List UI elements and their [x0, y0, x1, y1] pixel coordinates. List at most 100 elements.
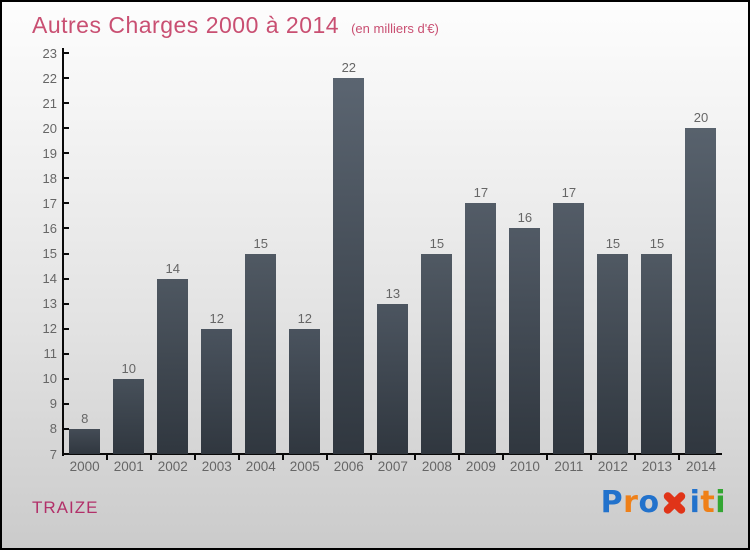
bar — [333, 78, 365, 454]
y-tick — [63, 277, 69, 280]
y-tick — [63, 327, 69, 330]
x-tick — [281, 454, 284, 460]
bar — [157, 278, 189, 454]
y-tick — [63, 52, 69, 54]
x-tick-label: 2011 — [554, 459, 584, 474]
bar — [553, 203, 585, 454]
bar — [201, 328, 233, 454]
x-tick — [457, 454, 460, 460]
y-tick-label: 22 — [42, 70, 57, 86]
y-tick — [63, 102, 69, 105]
y-tick — [63, 252, 69, 255]
y-tick-label: 21 — [42, 95, 57, 111]
logo-letter: P — [600, 485, 624, 520]
bar — [69, 428, 101, 454]
bar-value-label: 17 — [473, 185, 489, 201]
x-tick — [545, 454, 548, 460]
y-tick-label: 13 — [42, 296, 57, 312]
x-tick-label: 2010 — [509, 459, 540, 474]
y-tick-label: 10 — [42, 371, 57, 387]
x-tick — [369, 454, 372, 460]
chart-header: Autres Charges 2000 à 2014 (en milliers d… — [32, 12, 439, 39]
y-tick — [63, 177, 69, 180]
y-tick — [63, 227, 69, 230]
y-tick — [63, 402, 69, 405]
y-tick — [63, 427, 69, 430]
y-tick — [63, 127, 69, 130]
x-tick — [677, 454, 680, 460]
x-tick — [149, 454, 152, 460]
logo-letter: r — [623, 485, 639, 520]
y-tick-label: 8 — [49, 421, 57, 437]
y-tick — [63, 202, 69, 205]
y-tick — [63, 302, 69, 305]
logo-letter: i — [689, 485, 701, 520]
bar-value-label: 16 — [517, 210, 533, 226]
bar — [245, 253, 277, 454]
x-tick-label: 2014 — [685, 459, 716, 474]
bar-value-label: 17 — [561, 185, 577, 201]
y-tick — [63, 377, 69, 380]
x-tick — [193, 454, 196, 460]
chart-subtitle: (en milliers d'€) — [351, 21, 439, 36]
x-tick — [325, 454, 328, 460]
bar-value-label: 15 — [649, 235, 665, 251]
y-tick — [63, 152, 69, 155]
y-tick-label: 7 — [49, 446, 57, 462]
y-tick — [63, 352, 69, 355]
logo-letter: i — [715, 485, 726, 520]
x-tick — [237, 454, 240, 460]
y-tick-label: 14 — [42, 271, 57, 287]
y-tick — [63, 77, 69, 80]
bar-value-label: 14 — [165, 260, 180, 276]
bar-value-label: 15 — [253, 235, 268, 251]
y-tick-label: 23 — [42, 45, 57, 61]
bar-value-label: 22 — [341, 60, 357, 76]
x-tick-label: 2006 — [333, 459, 364, 474]
bar — [113, 378, 145, 454]
bar — [377, 303, 409, 454]
x-tick-label: 2001 — [113, 459, 144, 474]
x-tick-label: 2004 — [245, 459, 276, 474]
bar-value-label: 20 — [693, 110, 709, 126]
bar — [289, 328, 321, 454]
logo-letter: t — [700, 485, 716, 520]
bar-value-label: 10 — [121, 360, 136, 376]
bar-value-label: 15 — [429, 235, 445, 251]
bar — [641, 253, 673, 454]
x-tick-label: 2013 — [641, 459, 672, 474]
bar-value-label: 13 — [385, 285, 401, 301]
logo-letter: o — [638, 485, 660, 520]
x-tick — [105, 454, 108, 460]
y-tick-label: 20 — [42, 120, 57, 136]
company-name: TRAIZE — [32, 498, 99, 517]
y-tick-label: 19 — [42, 145, 57, 161]
y-tick-label: 9 — [49, 396, 57, 412]
y-tick — [63, 453, 69, 455]
x-tick-label: 2012 — [597, 459, 628, 474]
bar — [597, 253, 629, 454]
x-tick — [501, 454, 504, 460]
chart-title: Autres Charges 2000 à 2014 — [32, 12, 340, 38]
bar — [685, 128, 717, 454]
x-tick-label: 2008 — [421, 459, 452, 474]
bar — [509, 228, 541, 454]
x-tick-label: 2007 — [377, 459, 408, 474]
bar-value-label: 15 — [605, 235, 621, 251]
logo-x-icon — [662, 490, 687, 515]
y-tick-label: 16 — [42, 220, 57, 236]
bar — [421, 253, 453, 454]
x-tick — [413, 454, 416, 460]
bar — [465, 203, 497, 454]
y-tick-label: 18 — [42, 170, 57, 186]
bar-value-label: 12 — [209, 310, 224, 326]
y-tick-label: 17 — [42, 195, 57, 211]
y-tick-label: 12 — [42, 321, 57, 337]
x-tick — [633, 454, 636, 460]
x-axis — [62, 453, 722, 455]
y-tick-label: 15 — [42, 246, 57, 261]
bar-value-label: 12 — [297, 310, 313, 326]
